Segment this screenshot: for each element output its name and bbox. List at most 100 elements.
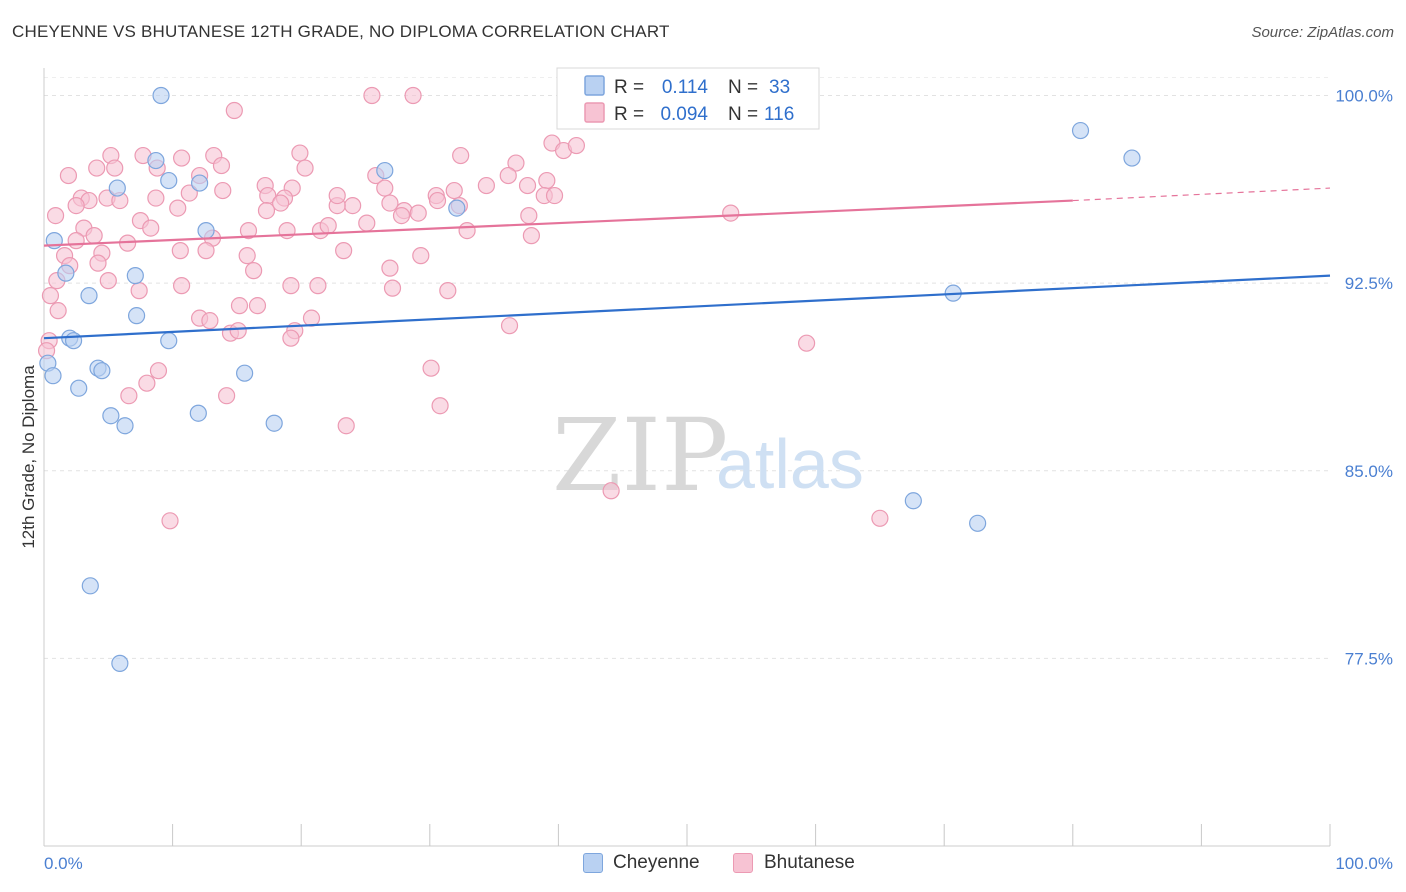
bhutanese-point bbox=[230, 297, 249, 315]
bhutanese-point bbox=[428, 191, 447, 210]
bhutanese-point bbox=[404, 86, 422, 105]
bhutanese-point bbox=[477, 176, 495, 195]
bhutanese-point bbox=[180, 184, 198, 202]
bhutanese-point bbox=[214, 181, 232, 200]
bhutanese-point bbox=[212, 156, 231, 175]
watermark-atlas: atlas bbox=[716, 425, 864, 503]
bhutanese-point bbox=[59, 166, 78, 185]
bhutanese-point bbox=[871, 509, 889, 527]
cheyenne-point bbox=[108, 179, 126, 197]
bhutanese-point bbox=[147, 189, 165, 207]
bhutanese-point bbox=[439, 282, 457, 300]
bhutanese-point bbox=[500, 317, 519, 335]
bottom-legend-swatch-cheyenne bbox=[583, 853, 603, 873]
cheyenne-point bbox=[197, 222, 215, 240]
bhutanese-point bbox=[138, 374, 156, 392]
bhutanese-point bbox=[431, 397, 449, 415]
bhutanese-point bbox=[225, 101, 243, 120]
bhutanese-point bbox=[458, 222, 476, 240]
bhutanese-point bbox=[99, 272, 117, 290]
bhutanese-point bbox=[67, 232, 85, 250]
bhutanese-point bbox=[238, 247, 256, 265]
bhutanese-point bbox=[85, 227, 103, 245]
bhutanese-point bbox=[335, 242, 353, 260]
legend-box: R = 0.114 N = 33 R = 0.094 N = 116 bbox=[556, 67, 820, 130]
legend-n-value-1: 33 bbox=[769, 77, 790, 98]
bhutanese-point bbox=[46, 206, 65, 225]
cheyenne-point bbox=[126, 267, 144, 285]
bhutanese-point bbox=[229, 322, 247, 340]
bhutanese-point bbox=[49, 302, 67, 320]
bhutanese-point bbox=[422, 359, 440, 377]
legend-r-label-2: R = bbox=[614, 104, 644, 125]
bottom-legend-swatch-bhutanese bbox=[733, 853, 753, 873]
bhutanese-point bbox=[272, 194, 290, 212]
cheyenne-point bbox=[111, 654, 129, 672]
legend-n-value-2: 116 bbox=[764, 104, 794, 125]
cheyenne-trend-line bbox=[43, 274, 1331, 340]
cheyenne-point bbox=[81, 577, 99, 595]
bhutanese-point bbox=[245, 262, 263, 280]
bhutanese-point bbox=[499, 166, 517, 185]
bhutanese-point bbox=[797, 334, 816, 352]
bhutanese-points bbox=[37, 86, 889, 530]
bhutanese-point bbox=[507, 154, 525, 172]
watermark-zip: ZIP bbox=[552, 397, 728, 514]
cheyenne-point bbox=[57, 264, 75, 282]
bhutanese-point bbox=[522, 227, 540, 245]
bhutanese-point bbox=[518, 176, 537, 195]
cheyenne-point bbox=[116, 417, 134, 435]
legend-n-label-2: N = bbox=[728, 104, 758, 125]
cheyenne-point bbox=[969, 514, 987, 532]
bhutanese-point bbox=[376, 179, 394, 197]
bhutanese-point bbox=[358, 214, 376, 232]
y-axis-label: 12th Grade, No Diploma bbox=[19, 365, 38, 549]
bhutanese-point bbox=[257, 201, 276, 220]
bhutanese-point bbox=[282, 277, 300, 295]
bhutanese-point bbox=[89, 254, 107, 272]
bhutanese-point bbox=[282, 329, 300, 347]
bottom-legend-cheyenne: Cheyenne bbox=[613, 852, 700, 873]
cheyenne-point bbox=[44, 367, 62, 385]
legend-swatch-cheyenne bbox=[584, 75, 605, 96]
cheyenne-point bbox=[64, 332, 83, 350]
bhutanese-point bbox=[291, 144, 309, 162]
bhutanese-point bbox=[106, 159, 124, 177]
bhutanese-point bbox=[67, 196, 85, 215]
bhutanese-point bbox=[328, 186, 346, 205]
x-tick-marks bbox=[172, 824, 1331, 846]
bottom-legend-bhutanese: Bhutanese bbox=[764, 852, 855, 873]
bhutanese-point bbox=[392, 206, 411, 225]
cheyenne-point bbox=[70, 379, 88, 397]
cheyenne-point bbox=[1123, 149, 1141, 167]
y-tick-label: 92.5% bbox=[1345, 274, 1393, 293]
bhutanese-point bbox=[173, 149, 191, 167]
bhutanese-point bbox=[545, 186, 564, 205]
bhutanese-point bbox=[161, 512, 179, 530]
bhutanese-trend-extension bbox=[1072, 187, 1331, 202]
bhutanese-point bbox=[602, 482, 620, 500]
cheyenne-point bbox=[147, 151, 165, 170]
bhutanese-point bbox=[383, 279, 402, 297]
bhutanese-point bbox=[381, 194, 399, 212]
bhutanese-point bbox=[309, 277, 327, 295]
legend-swatch-bhutanese bbox=[584, 102, 605, 123]
trend-lines bbox=[43, 187, 1331, 340]
bhutanese-point bbox=[173, 277, 191, 295]
bhutanese-point bbox=[409, 204, 427, 222]
cheyenne-point bbox=[448, 199, 466, 217]
cheyenne-point bbox=[236, 364, 254, 382]
y-tick-label: 77.5% bbox=[1345, 649, 1393, 668]
cheyenne-point bbox=[152, 86, 170, 105]
x-tick-label-min: 0.0% bbox=[44, 854, 83, 873]
cheyenne-point bbox=[160, 171, 178, 190]
y-tick-label: 85.0% bbox=[1345, 462, 1393, 481]
bhutanese-point bbox=[381, 259, 399, 277]
bhutanese-point bbox=[248, 297, 267, 315]
bhutanese-point bbox=[41, 287, 60, 305]
bhutanese-point bbox=[538, 171, 556, 190]
bhutanese-point bbox=[296, 159, 314, 177]
bhutanese-point bbox=[363, 86, 381, 105]
bhutanese-point bbox=[130, 282, 148, 300]
